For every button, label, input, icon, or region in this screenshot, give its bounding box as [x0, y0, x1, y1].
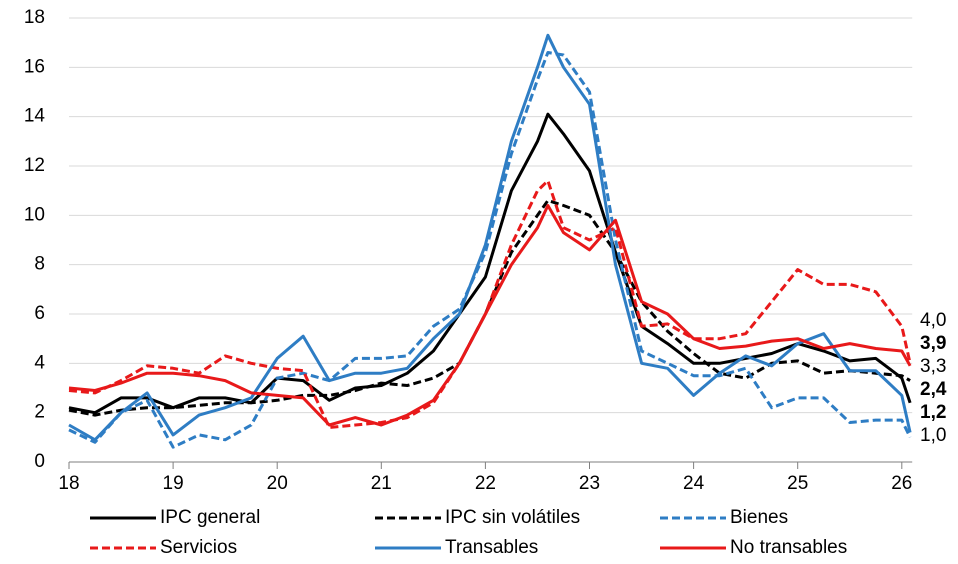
value-label: 3,9 — [920, 333, 946, 354]
x-tick-label: 23 — [579, 473, 600, 494]
legend-label: IPC sin volátiles — [445, 507, 580, 528]
x-tick-label: 19 — [163, 473, 184, 494]
series-line — [68, 199, 911, 417]
legend-label: Transables — [445, 537, 538, 558]
value-label: 1,0 — [920, 425, 946, 446]
y-tick-label: 18 — [24, 7, 45, 28]
value-label: 2,4 — [920, 379, 947, 400]
x-tick-label: 26 — [891, 473, 912, 494]
x-tick-label: 18 — [58, 473, 79, 494]
value-label: 1,2 — [920, 402, 946, 423]
y-tick-label: 0 — [34, 451, 45, 472]
legend-label: Servicios — [160, 537, 237, 558]
legend-label: Bienes — [730, 507, 788, 528]
y-tick-label: 2 — [34, 402, 45, 423]
series-line — [68, 112, 912, 415]
legend-label: IPC general — [160, 507, 260, 528]
x-tick-label: 25 — [787, 473, 808, 494]
y-tick-label: 4 — [34, 352, 45, 373]
series-line — [68, 204, 912, 427]
y-tick-label: 6 — [34, 303, 45, 324]
series-line — [68, 33, 912, 442]
y-tick-label: 8 — [34, 254, 45, 275]
x-tick-label: 21 — [371, 473, 392, 494]
y-tick-label: 16 — [24, 56, 45, 77]
legend-label: No transables — [730, 537, 847, 558]
y-tick-label: 10 — [24, 204, 45, 225]
y-tick-label: 14 — [24, 106, 46, 127]
series-line — [68, 51, 912, 449]
value-label: 4,0 — [920, 310, 946, 331]
value-label: 3,3 — [920, 356, 946, 377]
y-tick-label: 12 — [24, 155, 45, 176]
x-tick-label: 24 — [683, 473, 705, 494]
x-tick-label: 20 — [267, 473, 288, 494]
x-tick-label: 22 — [475, 473, 496, 494]
series-line — [68, 179, 912, 429]
